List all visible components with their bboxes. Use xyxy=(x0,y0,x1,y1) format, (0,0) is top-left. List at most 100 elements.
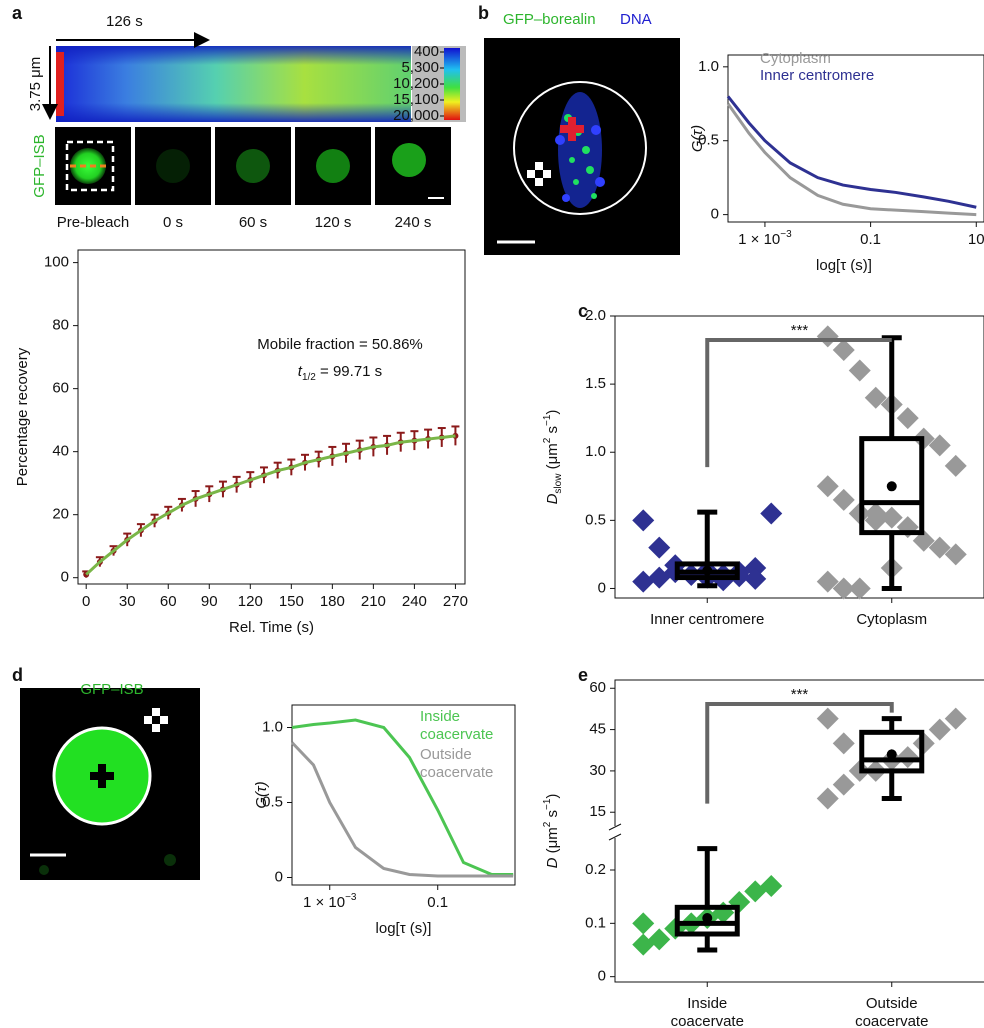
channel-label: GFP–ISB xyxy=(31,134,48,197)
tick-label: 0.1 xyxy=(585,914,606,931)
y-axis-label: G(τ) xyxy=(253,781,270,808)
kymo-length: 3.75 μm xyxy=(27,57,44,112)
tick-label: 20 xyxy=(52,506,69,523)
mean xyxy=(702,913,712,923)
data-point xyxy=(760,503,782,525)
y-axis-label: Dslow (μm2 s−1) xyxy=(542,410,564,505)
data-point xyxy=(849,359,871,381)
annotation: t1/2 = 99.71 s xyxy=(298,363,382,383)
y-axis-label-part: (μm xyxy=(544,827,561,857)
annotation-part: = 99.71 s xyxy=(316,363,382,380)
panel-label: b xyxy=(478,3,489,23)
figure: a b c d e 126 s 3.75 μm GFP–ISB Pre-blea… xyxy=(0,0,984,1028)
droplet-image xyxy=(20,688,200,880)
cell-image xyxy=(484,38,680,255)
tick-label: 2.0 xyxy=(585,307,606,324)
tick-label: 0 xyxy=(711,206,719,223)
x-tick-label: Inner centromere xyxy=(650,611,764,628)
channel-label: GFP–ISB xyxy=(80,681,143,698)
panel-label: e xyxy=(578,665,588,685)
legend-entry: Outside xyxy=(420,746,472,763)
data-point xyxy=(833,774,855,796)
tick-label-part: 1 × 10 xyxy=(303,894,345,911)
tick-label: 5,300 xyxy=(401,59,439,76)
x-tick-label: Outside xyxy=(866,995,918,1012)
y-axis-label-part: −1 xyxy=(542,414,553,426)
tick-label: 1.5 xyxy=(585,375,606,392)
tick-label: 120 xyxy=(238,593,263,610)
y-axis-label-part: s xyxy=(544,426,561,438)
tick-label-part: −3 xyxy=(780,229,792,240)
x-axis-label: log[τ (s)] xyxy=(816,257,872,274)
data-point xyxy=(833,732,855,754)
y-axis-label-part: (μm xyxy=(544,443,561,473)
data-point xyxy=(817,325,839,347)
data-point xyxy=(632,912,654,934)
data-point xyxy=(632,571,654,593)
tick-label: 100 xyxy=(44,254,69,271)
tick-label: 80 xyxy=(52,317,69,334)
timepoint: 60 s xyxy=(239,214,267,231)
x-tick-label: Cytoplasm xyxy=(856,611,927,628)
legend-entry: coacervate xyxy=(420,726,493,743)
timepoint: Pre-bleach xyxy=(57,214,130,231)
tick-label: 400 xyxy=(414,43,439,60)
data-point xyxy=(945,708,967,730)
tick-label: 90 xyxy=(201,593,218,610)
tick-label: 1 × 10−3 xyxy=(738,229,792,248)
tick-label: 240 xyxy=(402,593,427,610)
tick-label: 20,000 xyxy=(393,107,439,124)
tick-label: 10 xyxy=(968,231,984,248)
legend-entry: Inner centromere xyxy=(760,67,874,84)
x-tick-label: Inside xyxy=(687,995,727,1012)
mean xyxy=(887,481,897,491)
y-axis-label: D (μm2 s−1) xyxy=(542,794,561,869)
series-line xyxy=(728,104,976,215)
tick-label: 1 × 10−3 xyxy=(303,892,357,911)
data-point xyxy=(833,489,855,511)
x-tick-label: coacervate xyxy=(855,1013,928,1028)
tick-label: 0.1 xyxy=(427,894,448,911)
y-axis-label-part: slow xyxy=(553,473,564,494)
annotation: Mobile fraction = 50.86% xyxy=(257,336,423,353)
data-point xyxy=(632,509,654,531)
tick-label: 60 xyxy=(52,380,69,397)
channel-label: DNA xyxy=(620,11,652,28)
tick-label: 1.0 xyxy=(698,58,719,75)
fit-line xyxy=(86,436,455,575)
tick-label: 10,200 xyxy=(393,75,439,92)
series-line xyxy=(292,720,513,875)
y-axis-label: Percentage recovery xyxy=(14,347,31,486)
timepoint: 120 s xyxy=(315,214,352,231)
data-point xyxy=(849,577,871,599)
tick-label: 0 xyxy=(82,593,90,610)
data-point xyxy=(817,475,839,497)
tick-label-part: 1 × 10 xyxy=(738,231,780,248)
data-point xyxy=(897,746,919,768)
tick-label: 30 xyxy=(119,593,136,610)
panel-label: d xyxy=(12,665,23,685)
significance: *** xyxy=(791,322,809,339)
tick-label: 0 xyxy=(275,868,283,885)
timepoint: 0 s xyxy=(163,214,183,231)
tick-label: 210 xyxy=(361,593,386,610)
tick-label: 0.1 xyxy=(860,231,881,248)
tick-label: 30 xyxy=(589,762,606,779)
kymo-time: 126 s xyxy=(106,13,143,30)
tick-label: 40 xyxy=(52,443,69,460)
tick-label: 60 xyxy=(589,679,606,696)
x-axis-label: log[τ (s)] xyxy=(376,920,432,937)
legend-entry: coacervate xyxy=(420,764,493,781)
legend-entry: Cytoplasm xyxy=(760,50,831,67)
data-point xyxy=(897,407,919,429)
data-point xyxy=(833,339,855,361)
tick-label: 270 xyxy=(443,593,468,610)
frap-thumbnails xyxy=(55,127,451,205)
tick-label: 15 xyxy=(589,803,606,820)
tick-label: 60 xyxy=(160,593,177,610)
series-line xyxy=(292,743,513,877)
tick-label-part: −3 xyxy=(345,892,357,903)
tick-label: 45 xyxy=(589,721,606,738)
tick-label: 180 xyxy=(320,593,345,610)
tick-label: 0.5 xyxy=(585,511,606,528)
